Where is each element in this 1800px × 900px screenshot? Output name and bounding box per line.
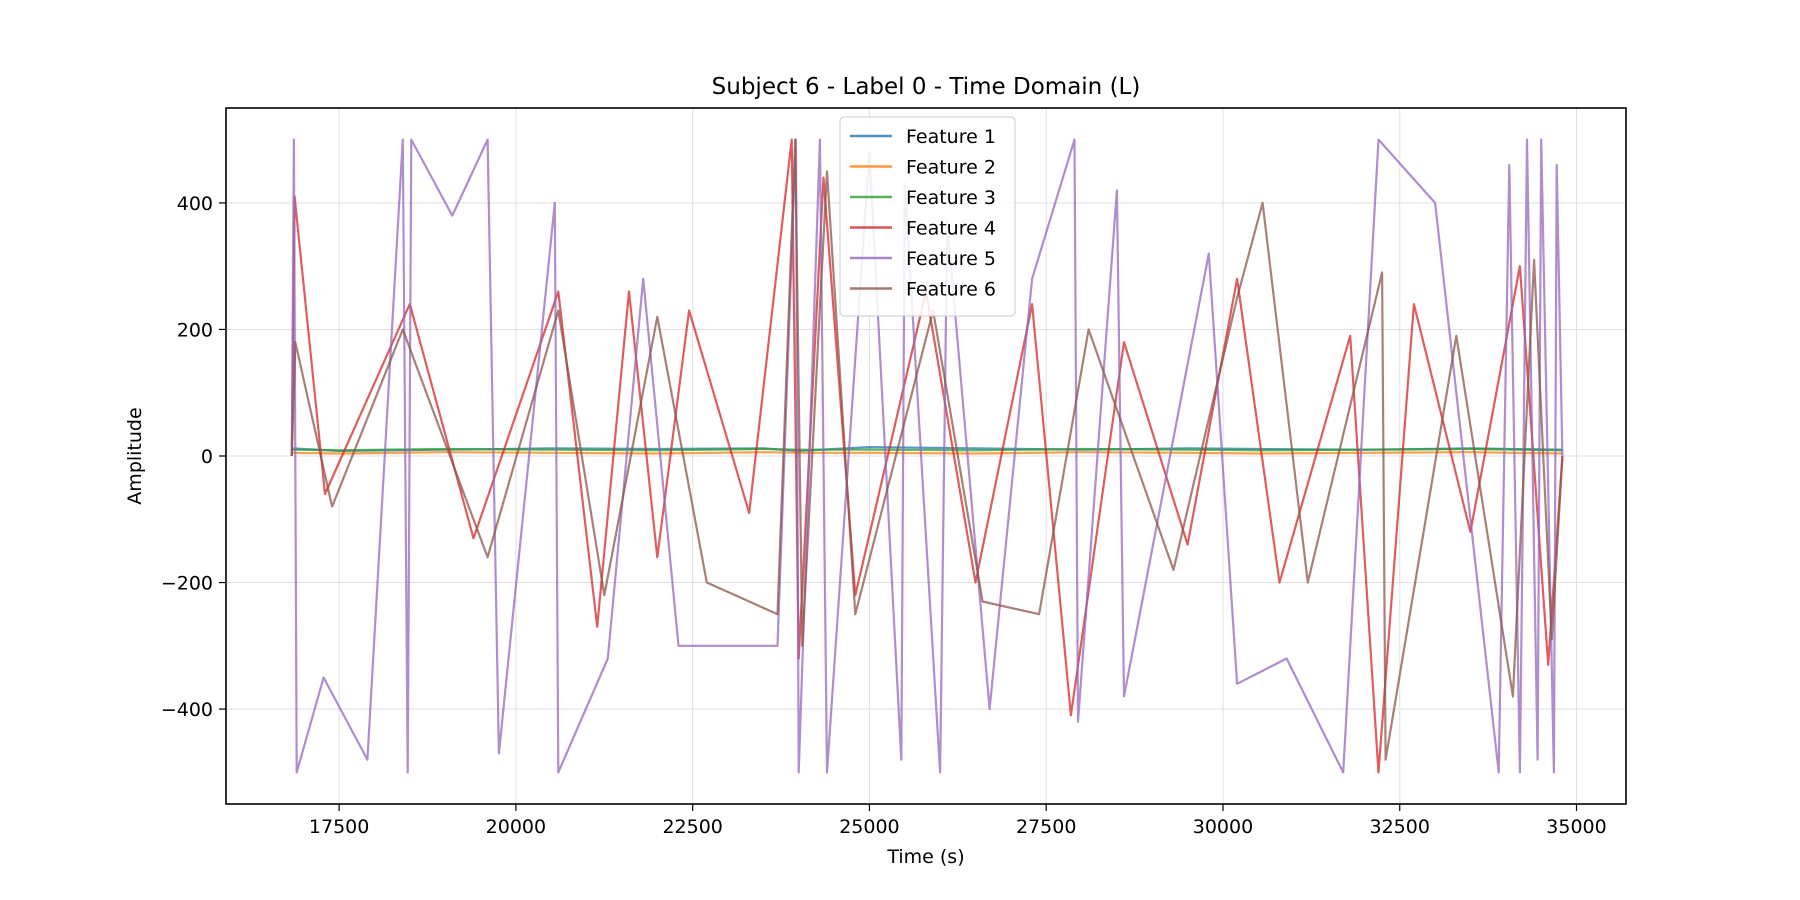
- x-tick-label: 35000: [1546, 816, 1606, 838]
- x-tick-label: 30000: [1193, 816, 1253, 838]
- y-axis-label: Amplitude: [124, 407, 146, 504]
- y-tick-label: 200: [177, 319, 213, 341]
- x-tick-label: 17500: [309, 816, 369, 838]
- x-axis-label: Time (s): [886, 846, 964, 868]
- legend-entry: Feature 4: [906, 218, 996, 240]
- legend-entry: Feature 2: [906, 157, 996, 179]
- series-line-feature-3: [291, 447, 1563, 452]
- legend-entry: Feature 3: [906, 187, 996, 209]
- legend-entry: Feature 6: [906, 279, 996, 301]
- x-tick-label: 25000: [839, 816, 899, 838]
- y-tick-label: −400: [161, 699, 213, 721]
- legend-entry: Feature 5: [906, 248, 996, 270]
- y-tick-label: −200: [161, 573, 213, 595]
- x-tick-label: 22500: [662, 816, 722, 838]
- y-axis: −400 −200 0 200 400: [161, 193, 226, 721]
- series-line-feature-2: [291, 451, 1563, 455]
- y-tick-label: 400: [177, 193, 213, 215]
- x-tick-label: 20000: [486, 816, 546, 838]
- y-tick-label: 0: [201, 446, 213, 468]
- x-axis: 17500 20000 22500 25000 27500 30000 32500 35000: [309, 804, 1607, 838]
- legend-entry: Feature 1: [906, 126, 996, 148]
- x-tick-label: 32500: [1370, 816, 1430, 838]
- legend: Feature 1 Feature 2 Feature 3 Feature 4 Feat…: [839, 116, 1016, 317]
- x-tick-label: 27500: [1016, 816, 1076, 838]
- chart-title: Subject 6 - Label 0 - Time Domain (L): [712, 74, 1141, 100]
